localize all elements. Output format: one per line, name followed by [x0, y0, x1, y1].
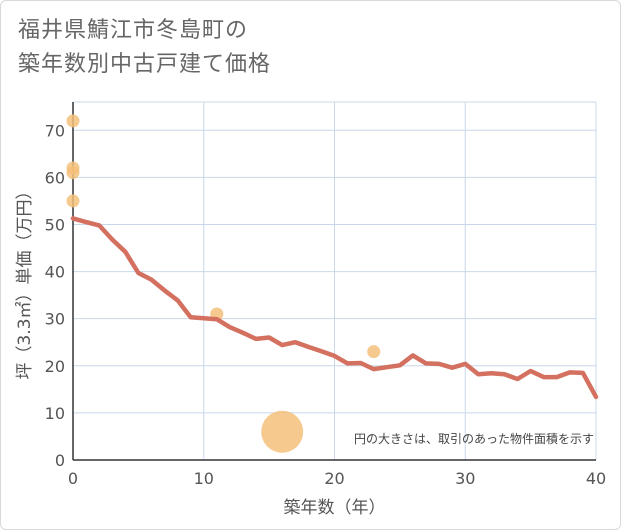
y-tick-label: 50 — [45, 215, 65, 234]
y-tick-label: 20 — [45, 357, 65, 376]
x-tick-label: 0 — [68, 469, 78, 488]
x-tick-labels: 0 10 20 30 40 — [68, 469, 606, 488]
y-tick-labels: 0 10 20 30 40 50 60 70 — [45, 121, 65, 470]
y-tick-label: 0 — [55, 451, 65, 470]
x-tick-label: 20 — [324, 469, 344, 488]
bubble-series — [66, 114, 381, 453]
y-tick-label: 70 — [45, 121, 65, 140]
x-axis-label: 築年数（年） — [284, 498, 386, 518]
bubble-point — [367, 345, 381, 359]
chart-title-line-2: 築年数別中古戸建て価格 — [18, 52, 272, 77]
grid-lines — [73, 101, 597, 460]
y-axis-label: 坪（3.3㎡）単価（万円） — [15, 182, 35, 379]
bubble-point — [66, 114, 80, 128]
y-tick-label: 10 — [45, 404, 65, 423]
chart-title: 福井県鯖江市冬島町の 築年数別中古戸建て価格 — [18, 14, 271, 82]
bubble-point — [66, 166, 80, 180]
bubble-point — [66, 194, 80, 208]
bubble-point — [261, 410, 304, 453]
y-tick-label: 60 — [45, 168, 65, 187]
x-tick-label: 40 — [586, 469, 606, 488]
x-tick-label: 30 — [455, 469, 475, 488]
chart-title-line-1: 福井県鯖江市冬島町の — [18, 18, 249, 43]
trend-line — [70, 216, 599, 400]
x-tick-label: 10 — [194, 469, 214, 488]
y-tick-label: 30 — [45, 310, 65, 329]
y-tick-label: 40 — [45, 263, 65, 282]
bubble-size-note: 円の大きさは、取引のあった物件面積を示す — [354, 431, 594, 446]
